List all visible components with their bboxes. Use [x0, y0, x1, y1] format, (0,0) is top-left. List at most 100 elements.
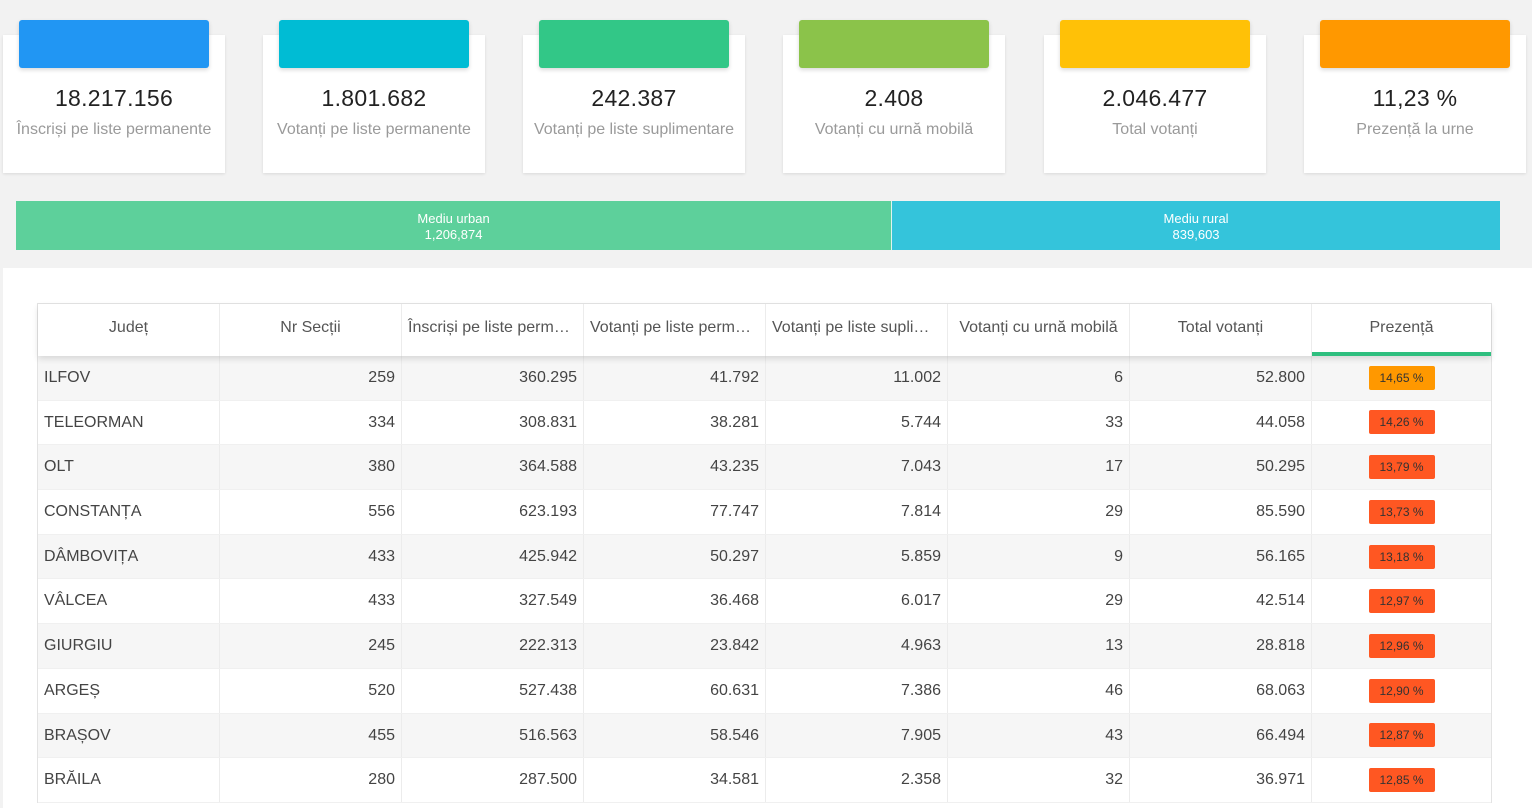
- turnout-badge: 14,65 %: [1368, 365, 1435, 390]
- column-header-total-votanti[interactable]: Total votanți: [1130, 304, 1312, 356]
- cell-urna-mobila: 29: [948, 490, 1130, 534]
- stat-card-total-voters: 2.046.477 Total votanți: [1044, 20, 1266, 173]
- cell-votanti-permanente: 34.581: [584, 758, 766, 802]
- table-body: ILFOV 259 360.295 41.792 11.002 6 52.800…: [38, 356, 1491, 803]
- column-header-votanti-suplimentare[interactable]: Votanți pe liste suplimentare: [766, 304, 948, 356]
- stat-value: 242.387: [591, 85, 677, 111]
- cell-urna-mobila: 43: [948, 713, 1130, 758]
- stat-value: 2.408: [864, 85, 924, 111]
- cell-inscrisi: 623.193: [402, 490, 584, 534]
- cell-prezenta: 12,87 %: [1312, 714, 1491, 758]
- cell-judet: ILFOV: [38, 356, 220, 400]
- cell-total-votanti: 44.058: [1130, 400, 1312, 445]
- table-row[interactable]: CONSTANȚA 556 623.193 77.747 7.814 29 85…: [38, 490, 1491, 535]
- column-header-prezenta[interactable]: Prezență: [1312, 304, 1491, 356]
- table-header: Județ Nr Secții Înscriși pe liste perman…: [38, 304, 1491, 356]
- cell-votanti-permanente: 41.792: [584, 356, 766, 400]
- cell-urna-mobila: 46: [948, 668, 1130, 713]
- cell-nr-sectii: 245: [220, 624, 402, 668]
- turnout-badge: 12,85 %: [1368, 767, 1435, 792]
- cell-nr-sectii: 520: [220, 668, 402, 713]
- cell-total-votanti: 85.590: [1130, 490, 1312, 534]
- cell-votanti-suplimentare: 5.859: [766, 534, 948, 579]
- urban-value: 1,206,874: [424, 227, 483, 242]
- cell-nr-sectii: 259: [220, 356, 402, 400]
- cell-prezenta: 13,79 %: [1312, 445, 1491, 489]
- cell-inscrisi: 425.942: [402, 534, 584, 579]
- rural-segment: Mediu rural 839,603: [891, 201, 1500, 250]
- stat-card-registered: 18.217.156 Înscriși pe liste permanente: [3, 20, 225, 173]
- cell-nr-sectii: 334: [220, 400, 402, 445]
- cell-votanti-permanente: 50.297: [584, 534, 766, 579]
- cell-votanti-suplimentare: 7.043: [766, 445, 948, 490]
- table-row[interactable]: OLT 380 364.588 43.235 7.043 17 50.295 1…: [38, 445, 1491, 491]
- stat-value: 11,23 %: [1372, 85, 1458, 111]
- cell-inscrisi: 222.313: [402, 624, 584, 668]
- cell-prezenta: 13,73 %: [1312, 490, 1491, 534]
- turnout-badge: 12,90 %: [1368, 678, 1435, 703]
- table-row[interactable]: TELEORMAN 334 308.831 38.281 5.744 33 44…: [38, 400, 1491, 446]
- column-header-inscrisi[interactable]: Înscriși pe liste permanente: [402, 304, 584, 356]
- turnout-badge: 12,96 %: [1368, 633, 1435, 658]
- cell-total-votanti: 66.494: [1130, 713, 1312, 758]
- stat-value: 18.217.156: [54, 85, 174, 111]
- cell-nr-sectii: 280: [220, 758, 402, 802]
- cell-prezenta: 12,96 %: [1312, 624, 1491, 668]
- cell-urna-mobila: 6: [948, 356, 1130, 400]
- cell-urna-mobila: 29: [948, 579, 1130, 624]
- table-row[interactable]: BRĂILA 280 287.500 34.581 2.358 32 36.97…: [38, 758, 1491, 803]
- column-header-votanti-permanente[interactable]: Votanți pe liste permanente: [584, 304, 766, 356]
- cell-nr-sectii: 455: [220, 713, 402, 758]
- column-header-nr-sectii[interactable]: Nr Secții: [220, 304, 402, 356]
- urban-label: Mediu urban: [417, 211, 490, 226]
- cell-votanti-permanente: 23.842: [584, 624, 766, 668]
- stat-color-bar: [799, 20, 989, 68]
- turnout-badge: 13,73 %: [1368, 499, 1435, 524]
- cell-inscrisi: 327.549: [402, 579, 584, 624]
- cell-total-votanti: 36.971: [1130, 758, 1312, 802]
- cell-inscrisi: 527.438: [402, 668, 584, 713]
- cell-urna-mobila: 13: [948, 624, 1130, 668]
- column-header-judet[interactable]: Județ: [38, 304, 220, 356]
- stats-cards: 18.217.156 Înscriși pe liste permanente …: [0, 0, 1532, 175]
- stat-value: 1.801.682: [321, 85, 427, 111]
- cell-votanti-permanente: 77.747: [584, 490, 766, 534]
- urban-rural-split-bar: Mediu urban 1,206,874 Mediu rural 839,60…: [16, 201, 1500, 250]
- stat-color-bar: [1060, 20, 1250, 68]
- rural-value: 839,603: [1172, 227, 1220, 242]
- cell-urna-mobila: 17: [948, 445, 1130, 490]
- cell-nr-sectii: 433: [220, 579, 402, 624]
- cell-nr-sectii: 556: [220, 490, 402, 534]
- cell-prezenta: 14,26 %: [1312, 401, 1491, 445]
- table-row[interactable]: GIURGIU 245 222.313 23.842 4.963 13 28.8…: [38, 624, 1491, 669]
- table-row[interactable]: ILFOV 259 360.295 41.792 11.002 6 52.800…: [38, 356, 1491, 401]
- stat-label: Votanți cu urnă mobilă: [814, 121, 974, 138]
- table-row[interactable]: DÂMBOVIȚA 433 425.942 50.297 5.859 9 56.…: [38, 534, 1491, 580]
- cell-votanti-suplimentare: 6.017: [766, 579, 948, 624]
- cell-total-votanti: 52.800: [1130, 356, 1312, 400]
- cell-prezenta: 12,90 %: [1312, 669, 1491, 713]
- cell-votanti-suplimentare: 4.963: [766, 624, 948, 668]
- stat-value: 2.046.477: [1102, 85, 1208, 111]
- stat-label: Votanți pe liste suplimentare: [533, 121, 735, 138]
- table-row[interactable]: ARGEȘ 520 527.438 60.631 7.386 46 68.063…: [38, 668, 1491, 714]
- stat-label: Prezență la urne: [1356, 121, 1474, 138]
- turnout-badge: 13,79 %: [1368, 455, 1435, 480]
- cell-urna-mobila: 9: [948, 534, 1130, 579]
- cell-votanti-suplimentare: 7.386: [766, 668, 948, 713]
- cell-inscrisi: 364.588: [402, 445, 584, 490]
- cell-judet: BRAȘOV: [38, 713, 220, 758]
- column-header-urna-mobila[interactable]: Votanți cu urnă mobilă: [948, 304, 1130, 356]
- stat-color-bar: [19, 20, 209, 68]
- cell-votanti-permanente: 60.631: [584, 668, 766, 713]
- cell-urna-mobila: 32: [948, 758, 1130, 802]
- urban-segment: Mediu urban 1,206,874: [16, 201, 892, 250]
- cell-total-votanti: 56.165: [1130, 534, 1312, 579]
- cell-urna-mobila: 33: [948, 400, 1130, 445]
- cell-nr-sectii: 433: [220, 534, 402, 579]
- table-row[interactable]: BRAȘOV 455 516.563 58.546 7.905 43 66.49…: [38, 713, 1491, 759]
- cell-judet: ARGEȘ: [38, 668, 220, 713]
- table-row[interactable]: VÂLCEA 433 327.549 36.468 6.017 29 42.51…: [38, 579, 1491, 625]
- cell-judet: TELEORMAN: [38, 400, 220, 445]
- stat-color-bar: [1320, 20, 1510, 68]
